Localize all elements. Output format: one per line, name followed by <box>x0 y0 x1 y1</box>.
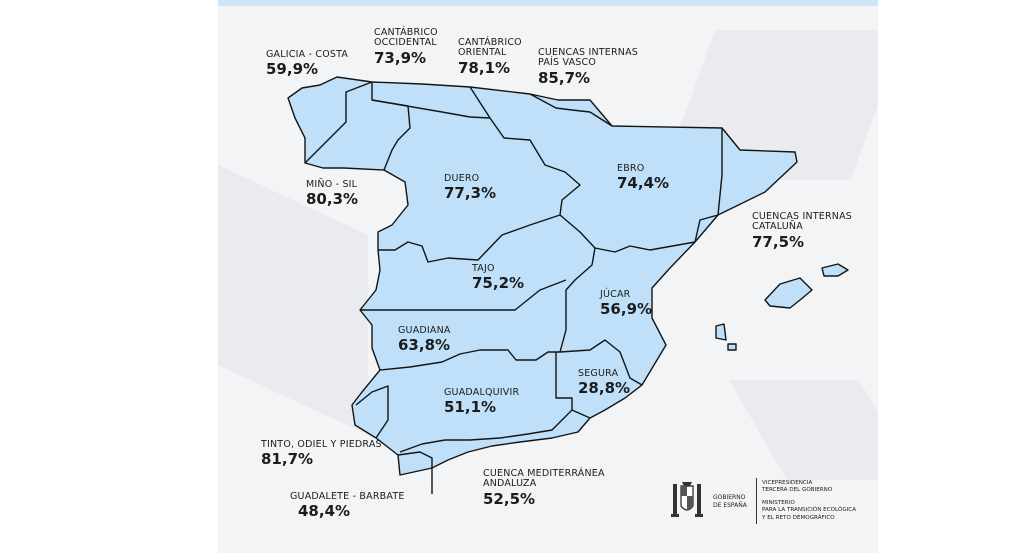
label-segura: SEGURA 28,8% <box>578 368 631 398</box>
basin-name: DUERO <box>444 173 480 184</box>
basin-name: CUENCAS INTERNAS PAÍS VASCO <box>538 47 639 69</box>
basin-name: CUENCAS INTERNAS CATALUÑA <box>752 211 853 233</box>
basin-value: 85,7% <box>538 68 591 87</box>
basin-value: 77,5% <box>752 232 805 251</box>
coat-of-arms-icon <box>671 482 703 517</box>
border-guadiana-guadalquivir <box>379 349 560 371</box>
basin-value: 51,1% <box>444 398 497 417</box>
label-guadalquivir: GUADALQUIVIR 51,1% <box>444 387 520 417</box>
basin-name: GUADIANA <box>398 325 451 336</box>
government-name: GOBIERNO DE ESPAÑA <box>713 494 747 509</box>
basin-value: 73,9% <box>374 48 427 67</box>
label-guadalete-barbate: GUADALETE - BARBATE 48,4% <box>290 491 405 521</box>
border-ebro-tajo <box>559 214 696 253</box>
border-galicia-mino <box>304 81 373 164</box>
label-mino-sil: MIÑO - SIL 80,3% <box>306 179 359 209</box>
border-pais-vasco <box>529 93 613 127</box>
basin-value: 81,7% <box>261 450 314 469</box>
basin-name: SEGURA <box>578 368 619 379</box>
basin-name: GALICIA - COSTA <box>266 49 349 60</box>
basin-name: JÚCAR <box>600 289 631 300</box>
basin-value: 56,9% <box>600 300 653 319</box>
label-cantabrico-oriental: CANTÁBRICO ORIENTAL 78,1% <box>458 37 522 77</box>
basin-value: 75,2% <box>472 274 525 293</box>
border-cantabrico-oriental-2 <box>469 86 491 119</box>
basin-name: EBRO <box>617 163 645 174</box>
basin-name: GUADALQUIVIR <box>444 387 520 398</box>
label-cuencas-internas-cataluna: CUENCAS INTERNAS CATALUÑA 77,5% <box>752 211 853 251</box>
label-duero: DUERO 77,3% <box>444 173 497 203</box>
border-ebro-cataluna <box>694 128 723 243</box>
border-duero-tajo <box>378 214 561 263</box>
basin-name: CANTÁBRICO OCCIDENTAL <box>374 27 438 49</box>
basin-name: TINTO, ODIEL Y PIEDRAS <box>261 439 382 450</box>
peninsula-outline <box>287 76 798 476</box>
basin-name: GUADALETE - BARBATE <box>290 491 405 502</box>
government-logo-block: GOBIERNO DE ESPAÑA VICEPRESIDENCIA TERCE… <box>670 478 880 526</box>
border-duero-ebro <box>489 117 581 216</box>
label-tajo: TAJO 75,2% <box>472 263 525 293</box>
label-jucar: JÚCAR 56,9% <box>600 289 653 319</box>
border-tinto-odiel <box>355 385 389 439</box>
border-guadalquivir-segura <box>555 352 591 419</box>
basin-value: 59,9% <box>266 60 319 79</box>
basin-value: 28,8% <box>578 379 631 398</box>
border-tajo-guadiana <box>360 279 567 311</box>
label-cuenca-mediterranea-andaluza: CUENCA MEDITERRÁNEA ANDALUZA 52,5% <box>483 468 605 508</box>
label-galicia-costa: GALICIA - COSTA 59,9% <box>266 49 349 79</box>
basin-name: TAJO <box>472 263 495 274</box>
basin-value: 48,4% <box>298 502 351 521</box>
vicepresidency-name: VICEPRESIDENCIA TERCERA DEL GOBIERNO <box>762 480 833 494</box>
basin-value: 80,3% <box>306 190 359 209</box>
ministry-name: MINISTERIO PARA LA TRANSICIÓN ECOLÓGICA … <box>762 500 857 521</box>
basin-name: CANTÁBRICO ORIENTAL <box>458 37 522 59</box>
border-guadalete <box>397 451 433 494</box>
logo-separator <box>756 478 757 524</box>
border-guadalquivir-mediterranea <box>399 409 573 453</box>
label-guadiana: GUADIANA 63,8% <box>398 325 451 355</box>
border-jucar-segura <box>559 339 643 386</box>
basin-name: MIÑO - SIL <box>306 179 358 190</box>
basin-value: 52,5% <box>483 489 536 508</box>
top-bar <box>218 0 878 6</box>
island-ibiza <box>715 323 727 341</box>
label-cuencas-internas-pais-vasco: CUENCAS INTERNAS PAÍS VASCO 85,7% <box>538 47 639 87</box>
basin-name: CUENCA MEDITERRÁNEA ANDALUZA <box>483 468 605 490</box>
label-ebro: EBRO 74,4% <box>617 163 670 193</box>
island-formentera <box>727 343 737 351</box>
basin-value: 74,4% <box>617 174 670 193</box>
label-tinto-odiel-piedras: TINTO, ODIEL Y PIEDRAS 81,7% <box>261 439 382 469</box>
island-menorca <box>821 263 849 277</box>
island-mallorca <box>764 277 813 309</box>
basin-value: 63,8% <box>398 336 451 355</box>
border-cantabrico-oriental <box>371 99 491 119</box>
basin-value: 77,3% <box>444 184 497 203</box>
label-cantabrico-occidental: CANTÁBRICO OCCIDENTAL 73,9% <box>374 27 438 67</box>
basin-value: 78,1% <box>458 58 511 77</box>
border-tajo-jucar <box>559 247 596 353</box>
